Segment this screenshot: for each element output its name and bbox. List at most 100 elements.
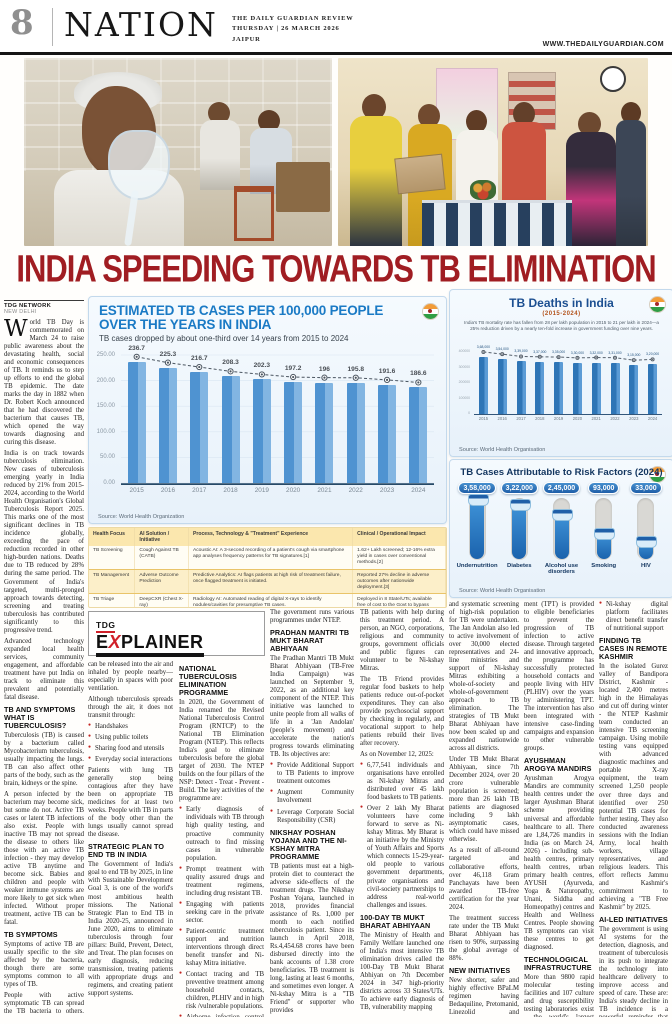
- x-tick-label: 2019: [553, 416, 564, 421]
- thermometer-fill: [470, 498, 485, 559]
- bar: [158, 367, 177, 483]
- article-bullet: Early diagnosis of individuals with TB t…: [179, 806, 264, 862]
- face-mask-icon: [594, 528, 616, 540]
- chart-estimated-tb-cases: ESTIMATED TB CASES PER 100,000 PEOPLE OV…: [88, 296, 447, 524]
- article-paragraph: As on November 12, 2025:: [360, 751, 434, 759]
- website-url: WWW.THEDAILYGUARDIAN.COM: [542, 41, 664, 48]
- ai-initiatives-table: Health Focus AI Solution / Initiative Proc…: [88, 527, 447, 608]
- publication-info: THE DAILY GUARDIAN REVIEW THURSDAY | 26 …: [232, 14, 354, 45]
- publication-name: THE DAILY GUARDIAN REVIEW: [232, 15, 354, 22]
- page-number: 8: [10, 3, 34, 43]
- column-header: Health Focus: [89, 528, 136, 546]
- bar-value-label: 195.8: [347, 365, 364, 373]
- person-figure: [350, 116, 402, 246]
- table-cell: TB Management: [89, 570, 136, 594]
- photo-food-basket-distribution: [338, 58, 648, 246]
- bar-value-label: 208.3: [222, 359, 239, 367]
- thermometer-track: [636, 498, 658, 560]
- risk-factor-item: 3,22,000 Diabetes: [498, 482, 540, 576]
- chart-source: Source: World Health Organization: [98, 514, 185, 520]
- article-paragraph: Patients with lung TB generally stop bei…: [88, 767, 173, 839]
- bar: [346, 382, 365, 483]
- article-paragraph: Symptoms of active TB are usually specif…: [4, 941, 84, 989]
- bar: [409, 387, 428, 483]
- x-tick-label: 2024: [647, 416, 658, 421]
- article-bullet: 6,77,541 individuals and organisations h…: [360, 762, 444, 802]
- column-header: Process, Technology & "Treatment" Experi…: [189, 528, 354, 546]
- y-axis: 250.00 200.00 150.00 100.00 50.00 0.00: [91, 352, 117, 486]
- x-tick-label: 2017: [516, 416, 526, 421]
- y-tick-label: 250.00: [96, 352, 115, 358]
- x-axis: 2015 2016 2017 2018 2019 2020 2021 2022 2023 2024: [121, 487, 434, 494]
- article-paragraph: New shorter, safer and highly effective …: [449, 976, 519, 1017]
- bar: [535, 361, 545, 414]
- bar-value-label: 3,15,000: [627, 353, 641, 358]
- person-figure: [616, 120, 646, 246]
- thermometer-fill: [512, 503, 527, 559]
- pib-logo: [649, 296, 666, 313]
- article-paragraph: The government is using AI systems for t…: [599, 925, 668, 1017]
- x-tick-label: 2015: [129, 487, 144, 494]
- chart-note: India's TB mortality rate has fallen fro…: [464, 320, 659, 331]
- risk-factor-item: 93,000 Smoking: [583, 482, 625, 576]
- x-tick-label: 2023: [379, 487, 395, 494]
- article-paragraph: TB patients with help during this treatm…: [360, 609, 444, 673]
- article-column-6: and systematic screening of high-risk po…: [449, 601, 519, 1017]
- bar-value-label: 3,68,000: [476, 344, 490, 349]
- article-paragraph: In the isolated Gurez valley of Bandipor…: [599, 663, 668, 911]
- x-tick-label: 2020: [286, 487, 301, 494]
- risk-factor-label: Smoking: [591, 563, 617, 569]
- bar-value-label: 191.6: [378, 367, 396, 375]
- person-head: [513, 102, 535, 126]
- article-paragraph: The Government of India's goal to end TB…: [88, 861, 173, 997]
- article-bullet: Sharing food and utensils: [88, 745, 173, 753]
- byline-city: NEW DELHI: [4, 309, 37, 315]
- x-tick-label: 2020: [572, 416, 583, 421]
- face-mask-icon: [467, 494, 489, 506]
- table-cell: TB Screening: [89, 545, 136, 570]
- bar: [315, 382, 334, 483]
- article-paragraph: Tuberculosis (TB) is caused by a bacteri…: [4, 731, 84, 788]
- clinic-table: [276, 162, 330, 212]
- thermometer-track: [467, 494, 489, 560]
- article-paragraph: The TB Friend provides regular food bask…: [360, 676, 444, 748]
- trend-line-svg: [481, 349, 655, 363]
- bar: [378, 384, 397, 483]
- risk-factor-label: Alcohol use disorders: [544, 563, 579, 576]
- bar: [572, 362, 582, 414]
- bar-value-label: 236.7: [128, 344, 145, 352]
- byline-network: TDG NETWORK: [4, 303, 52, 309]
- masthead-divider: [52, 8, 53, 46]
- section-title: NATION: [64, 5, 218, 44]
- y-tick-label: 100000: [458, 395, 470, 400]
- y-tick-label: 300000: [458, 364, 470, 369]
- chart-title: TB Deaths in India: [509, 296, 614, 310]
- article-bullet: Engaging with patients seeking care in t…: [179, 901, 264, 925]
- article-paragraph: As a result of all-round targeted and co…: [449, 847, 519, 911]
- pib-logo: [422, 303, 439, 320]
- thermometer-fill: [554, 513, 569, 559]
- article-paragraph: People with active symptomatic TB can sp…: [4, 992, 84, 1016]
- risk-factor-item: 33,000 HIV: [625, 482, 667, 576]
- bar-value-label: 3,35,000: [551, 350, 566, 355]
- bar-value-label: 3,37,000: [533, 349, 547, 354]
- y-tick-label: 200000: [458, 380, 470, 384]
- article-subhead: TECHNOLOGICAL INFRASTRUCTURE: [524, 954, 592, 972]
- article-paragraph: The treatment success rate under the TB …: [449, 914, 519, 962]
- article-subhead: NEW INITIATIVES: [449, 965, 511, 975]
- article-subhead: FINDING TB CASES IN REMOTE KASHMIR: [599, 636, 668, 662]
- article-paragraph: Although tuberculosis spreads through th…: [88, 696, 173, 720]
- x-tick-label: 2018: [535, 416, 545, 421]
- checkered-table: [422, 200, 572, 246]
- face-mask-icon: [552, 509, 573, 521]
- article-bullet: Everyday social interactions: [88, 756, 173, 764]
- y-tick-label: 200.00: [96, 377, 115, 384]
- article-column-5: TB patients with help during this treatm…: [360, 609, 444, 1017]
- risk-value-badge: 3,58,000: [458, 482, 496, 494]
- table-header-row: Health Focus AI Solution / Initiative Proc…: [89, 528, 446, 546]
- table-cell: Adverse Outcome Prediction: [135, 570, 189, 594]
- risk-value-badge: 33,000: [630, 482, 662, 494]
- article-bullet: Leverage Corporate Social Responsibility…: [270, 809, 354, 825]
